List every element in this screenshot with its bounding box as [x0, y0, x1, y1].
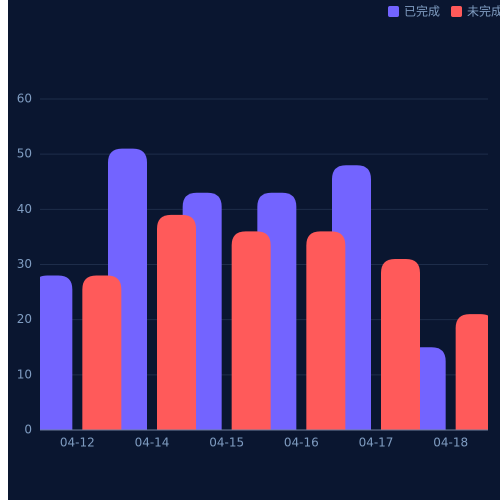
legend-swatch — [388, 6, 399, 17]
y-tick-label: 60 — [17, 92, 32, 106]
x-tick-label: 04-16 — [284, 436, 319, 450]
x-tick-label: 04-17 — [359, 436, 394, 450]
y-tick-label: 40 — [17, 202, 32, 216]
bar — [157, 214, 196, 430]
y-tick-label: 0 — [24, 423, 32, 437]
y-tick-label: 30 — [17, 257, 32, 271]
bar — [82, 275, 122, 430]
legend-swatch — [451, 6, 462, 17]
x-tick-label: 04-15 — [209, 436, 244, 450]
y-tick-label: 20 — [17, 312, 32, 326]
legend-label: 已完成 — [404, 4, 440, 19]
x-tick-label: 04-12 — [60, 436, 95, 450]
y-tick-label: 10 — [17, 367, 32, 381]
bar — [231, 231, 271, 430]
x-tick-label: 04-18 — [433, 436, 468, 450]
bar — [40, 275, 73, 430]
legend-label: 未完成 — [467, 4, 500, 19]
bar — [306, 231, 346, 430]
bar — [381, 258, 420, 430]
x-tick-label: 04-14 — [135, 436, 170, 450]
left-strip — [0, 0, 8, 500]
plot-area — [40, 148, 488, 430]
y-tick-label: 50 — [17, 147, 32, 161]
bar — [455, 314, 488, 430]
